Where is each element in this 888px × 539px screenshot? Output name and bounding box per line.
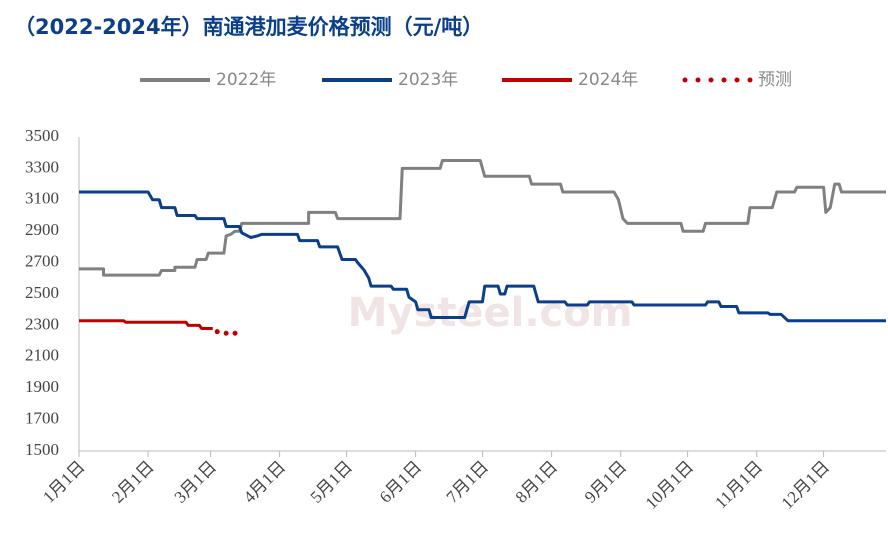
y-tick-label: 1500 (25, 440, 59, 459)
legend-swatch (747, 77, 753, 83)
legend-label: 2023年 (398, 70, 458, 90)
legend-label: 2022年 (216, 70, 276, 90)
y-tick-label: 2700 (25, 252, 59, 271)
y-tick-label: 1900 (25, 377, 59, 396)
series-line (79, 190, 886, 323)
x-tick-label: 9月1日 (581, 457, 630, 506)
forecast-point (223, 330, 229, 336)
x-tick-label: 11月1日 (711, 457, 766, 512)
legend-swatch (682, 77, 688, 83)
x-tick-label: 7月1日 (443, 457, 492, 506)
legend-swatch (695, 77, 701, 83)
x-tick-label: 4月1日 (240, 457, 289, 506)
legend-swatch (734, 77, 740, 83)
x-tick-label: 6月1日 (376, 457, 425, 506)
watermark: Mysteel.com (348, 290, 633, 336)
x-tick-label: 5月1日 (307, 457, 356, 506)
y-tick-label: 2900 (25, 220, 59, 239)
legend-swatch (721, 77, 727, 83)
y-tick-label: 3300 (25, 157, 59, 176)
y-tick-label: 2300 (25, 314, 59, 333)
legend-label: 预测 (758, 70, 792, 90)
series-line (79, 319, 213, 331)
legend-swatch (708, 77, 714, 83)
y-tick-label: 1700 (25, 409, 59, 428)
x-tick-label: 1月1日 (39, 457, 88, 506)
x-tick-label: 2月1日 (108, 457, 157, 506)
x-tick-label: 8月1日 (512, 457, 561, 506)
legend-label: 2024年 (578, 70, 638, 90)
series-line (79, 159, 886, 277)
chart-title: （2022-2024年）南通港加麦价格预测（元/吨） (14, 15, 483, 39)
forecast-point (214, 329, 220, 335)
x-tick-label: 10月1日 (642, 457, 698, 513)
x-tick-label: 12月1日 (778, 457, 834, 513)
y-tick-label: 3100 (25, 189, 59, 208)
forecast-point (232, 330, 238, 336)
y-tick-label: 2100 (25, 346, 59, 365)
y-tick-label: 2500 (25, 283, 59, 302)
y-tick-label: 3500 (25, 126, 59, 145)
x-tick-label: 3月1日 (171, 457, 220, 506)
